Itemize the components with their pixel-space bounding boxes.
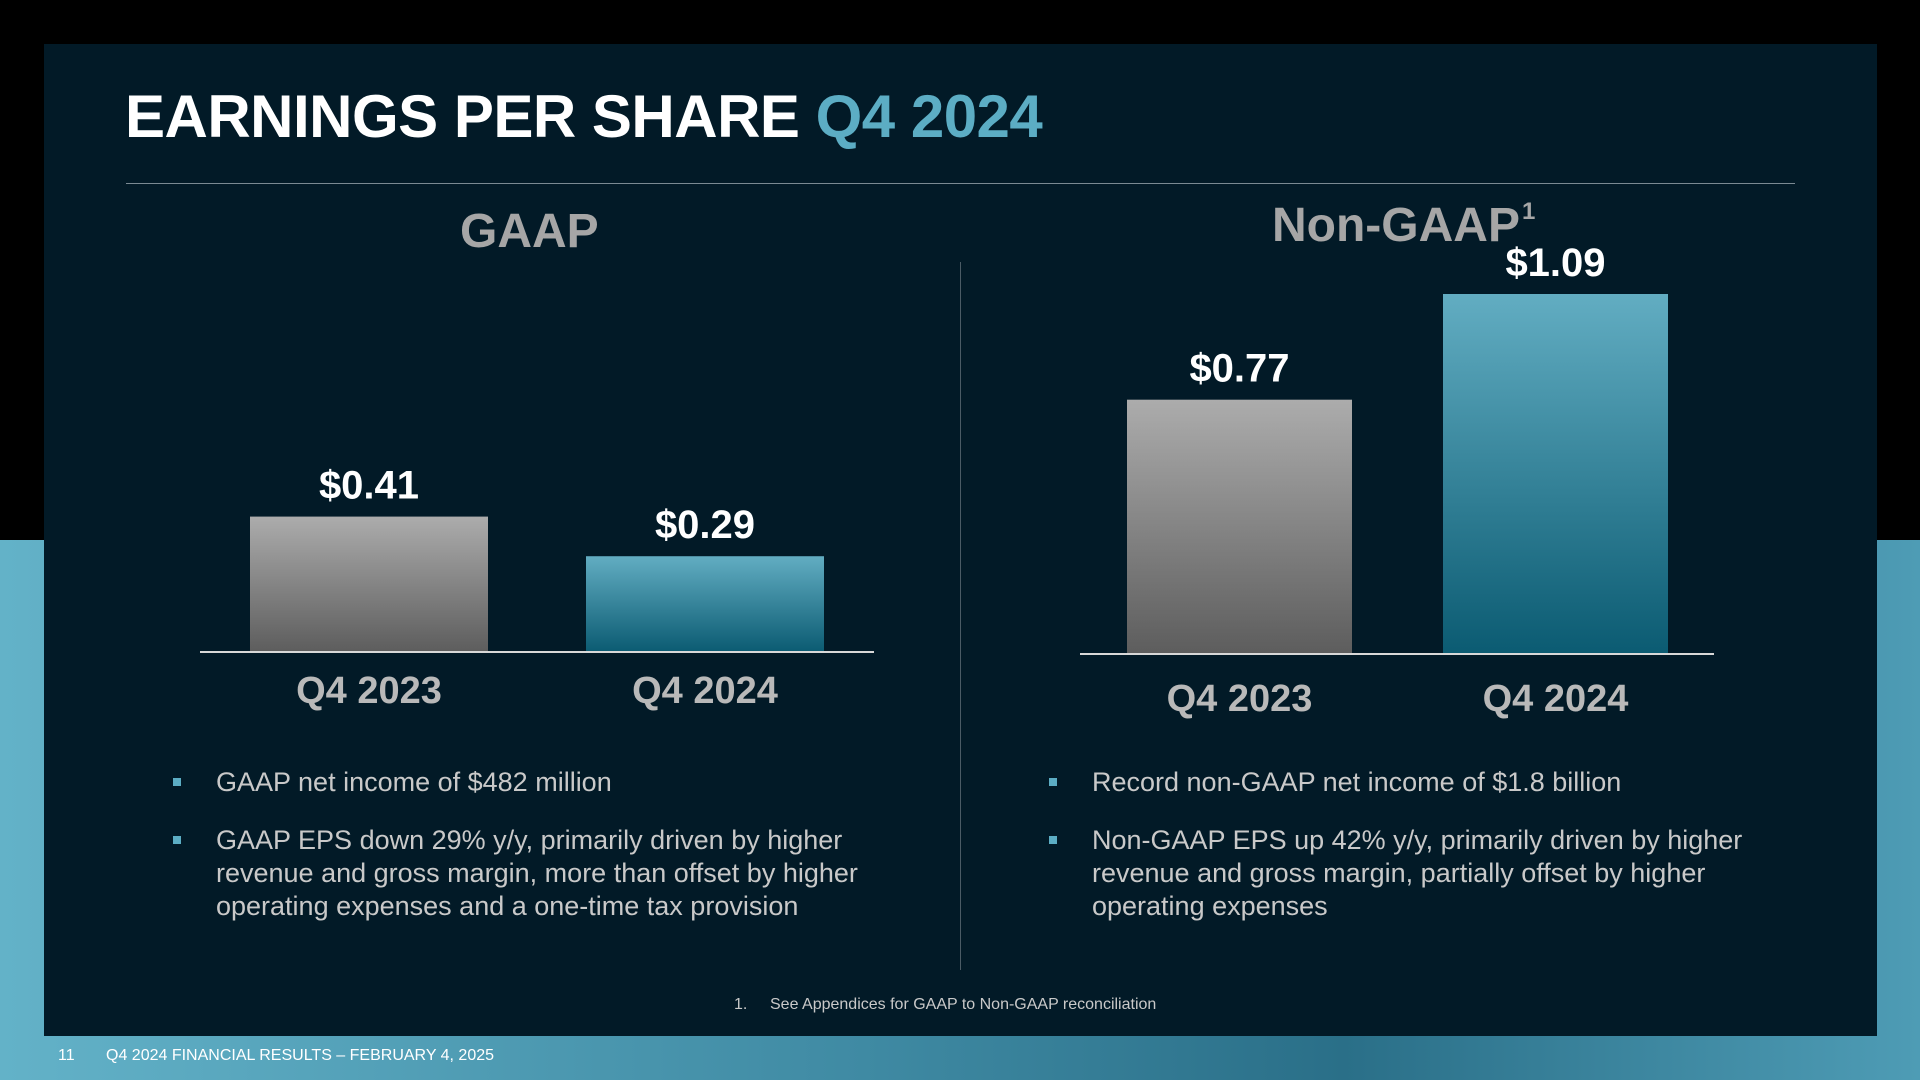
nongaap-chart: $0.77 Q4 2023 $1.09 Q4 2024 <box>1080 241 1714 720</box>
footnote-number: 1. <box>734 996 748 1013</box>
slide-title: EARNINGS PER SHARE Q4 2024 <box>125 82 1043 151</box>
bullet-marker <box>173 836 181 844</box>
footer-text: Q4 2024 FINANCIAL RESULTS – FEBRUARY 4, … <box>106 1047 495 1064</box>
bullet-marker <box>1049 836 1057 844</box>
section-divider <box>960 262 961 970</box>
gaap-bullet-2: GAAP EPS down 29% y/y, primarily driven … <box>172 824 872 923</box>
gaap-bar-1 <box>250 516 488 652</box>
nongaap-bullet-1-text: Record non-GAAP net income of $1.8 billi… <box>1092 767 1622 797</box>
gaap-bullet-1: GAAP net income of $482 million <box>172 766 872 799</box>
gaap-bar-2 <box>586 556 824 652</box>
footnote-marker: 1 <box>1521 198 1536 225</box>
gaap-heading: GAAP <box>460 205 599 258</box>
gaap-value-label-2: $0.29 <box>655 503 755 547</box>
title-accent: Q4 2024 <box>815 83 1043 150</box>
gaap-value-label-1: $0.41 <box>319 464 419 508</box>
nongaap-value-label-1: $0.77 <box>1189 347 1289 391</box>
bullet-marker <box>173 778 181 786</box>
title-rule <box>126 183 1795 184</box>
nongaap-bullet-2: Non-GAAP EPS up 42% y/y, primarily drive… <box>1048 824 1748 923</box>
nongaap-heading-text: Non-GAAP <box>1272 199 1520 252</box>
footnote-text: See Appendices for GAAP to Non-GAAP reco… <box>770 996 1157 1013</box>
nongaap-bar-2 <box>1443 294 1668 654</box>
eps-charts: $0.41 Q4 2023 $0.29 Q4 2024 $0.77 Q4 2023 $1.… <box>200 241 1714 720</box>
page-number: 11 <box>58 1047 75 1064</box>
gaap-bullet-1-text: GAAP net income of $482 million <box>216 767 612 797</box>
footnote: 1. See Appendices for GAAP to Non-GAAP re… <box>734 996 1156 1014</box>
gaap-chart: $0.41 Q4 2023 $0.29 Q4 2024 <box>200 464 874 712</box>
nongaap-bar-1 <box>1127 399 1352 654</box>
slide-footer: 11 Q4 2024 FINANCIAL RESULTS – FEBRUARY 4… <box>58 1047 494 1065</box>
nongaap-category-label-1: Q4 2023 <box>1167 678 1313 720</box>
nongaap-value-label-2: $1.09 <box>1505 241 1605 285</box>
gaap-bullet-2-text: GAAP EPS down 29% y/y, primarily driven … <box>216 825 858 921</box>
nongaap-bullet-list: Record non-GAAP net income of $1.8 billi… <box>1048 766 1748 948</box>
title-main: EARNINGS PER SHARE <box>125 83 800 150</box>
gaap-category-label-1: Q4 2023 <box>296 670 442 712</box>
gaap-category-label-2: Q4 2024 <box>632 670 778 712</box>
nongaap-heading: Non-GAAP1 <box>1272 198 1535 253</box>
bullet-marker <box>1049 778 1057 786</box>
gaap-bullet-list: GAAP net income of $482 million GAAP EPS… <box>172 766 872 948</box>
nongaap-bullet-1: Record non-GAAP net income of $1.8 billi… <box>1048 766 1748 799</box>
nongaap-bullet-2-text: Non-GAAP EPS up 42% y/y, primarily drive… <box>1092 825 1743 921</box>
nongaap-category-label-2: Q4 2024 <box>1483 678 1629 720</box>
